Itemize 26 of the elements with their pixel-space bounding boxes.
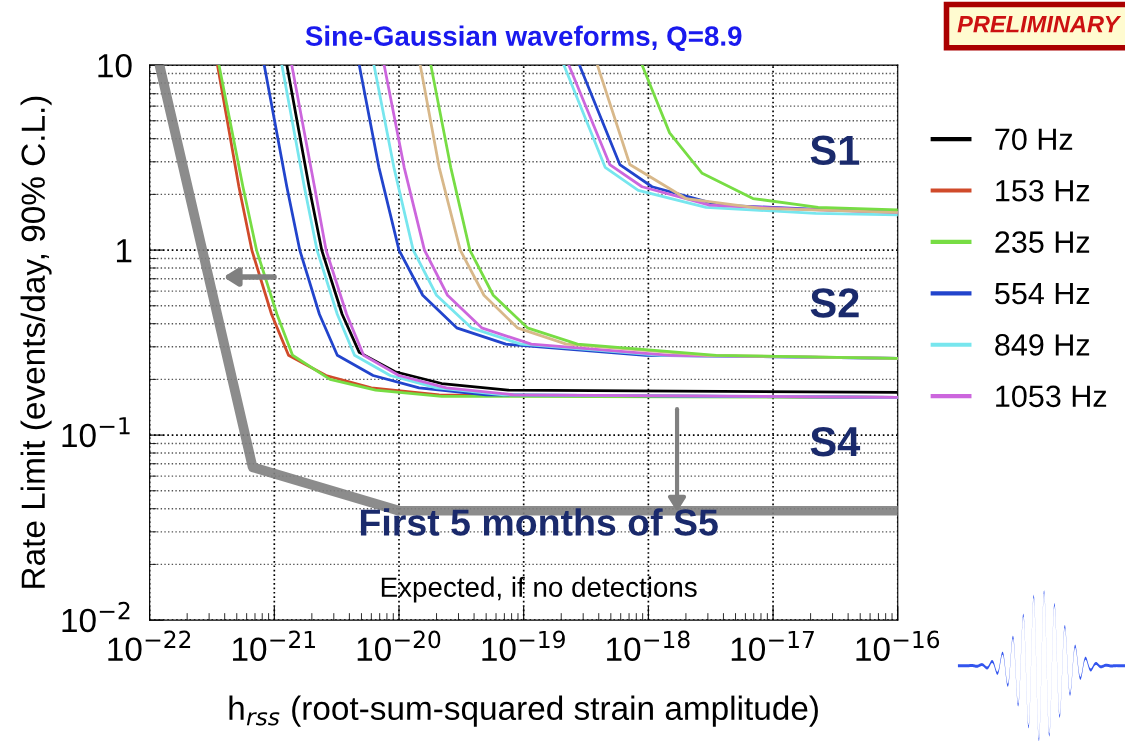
legend-label: 849 Hz — [995, 334, 1090, 356]
y-tick-label: 10 — [98, 53, 132, 78]
legend-label: 554 Hz — [995, 283, 1090, 305]
x-tick-label: 10$^{−16}$ — [856, 630, 940, 661]
x-tick-label: 10$^{−21}$ — [233, 630, 315, 661]
y-tick-label: 10$^{−2}$ — [62, 601, 130, 633]
chart-title: Sine-Gaussian waveforms, Q=8.9 — [305, 25, 742, 52]
legend-label: 235 Hz — [995, 231, 1090, 253]
y-axis-title: Rate Limit (events/day, 90% C.L.) — [20, 96, 52, 588]
legend-label: 1053 Hz — [996, 385, 1107, 408]
x-tick-label: 10$^{−22}$ — [108, 630, 191, 661]
x-axis-title: h$_{rss}$ (root-sum-squared strain amplitude) — [229, 695, 818, 727]
legend-label: 70 Hz — [995, 128, 1073, 151]
legend-label: 153 Hz — [996, 179, 1090, 202]
annotation: S2 — [810, 288, 859, 318]
x-tick-label: 10$^{−19}$ — [482, 630, 565, 661]
x-tick-label: 10$^{−20}$ — [357, 630, 441, 661]
x-tick-label: 10$^{−18}$ — [607, 630, 690, 661]
annotation: S1 — [810, 135, 860, 166]
annotation: Expected, if no detections — [381, 576, 697, 603]
x-tick-label: 10$^{−17}$ — [731, 630, 814, 662]
y-tick-label: 10$^{−1}$ — [62, 417, 130, 448]
annotation: First 5 months of S5 — [360, 508, 718, 536]
annotation: S4 — [810, 426, 861, 457]
y-tick-label: 1 — [116, 239, 132, 263]
text: PRELIMINARY — [957, 16, 1122, 33]
